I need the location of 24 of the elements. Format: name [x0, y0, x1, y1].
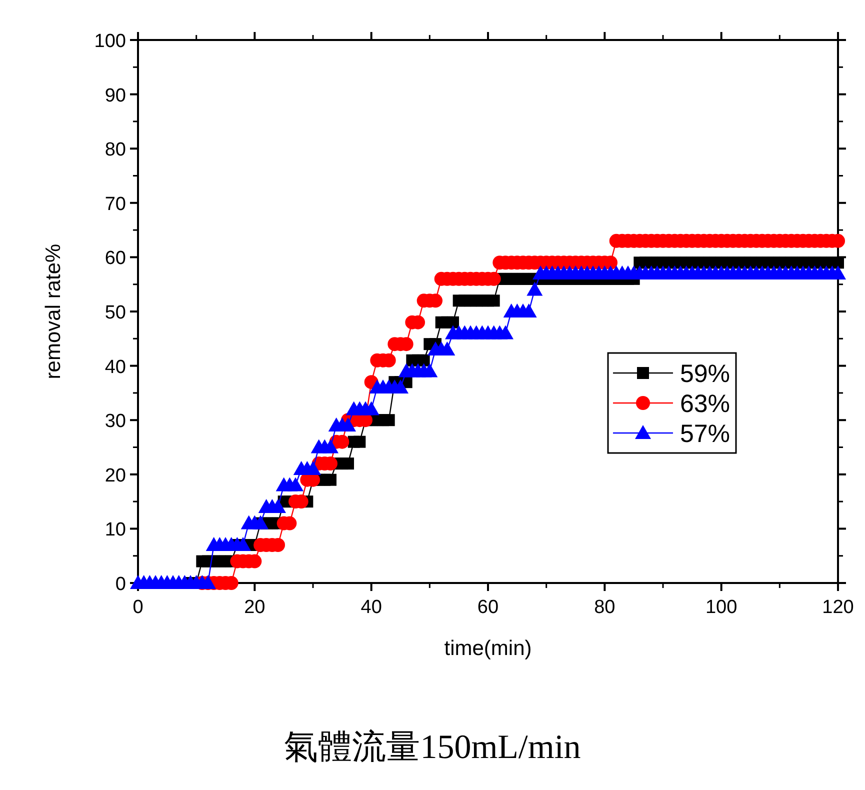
- text: 氣體流量150mL/min: [284, 729, 581, 766]
- legend-label: 63%: [680, 390, 730, 418]
- x-tick-label: 40: [360, 597, 382, 618]
- y-tick-label: 40: [104, 356, 126, 378]
- x-tick-label: 100: [705, 597, 738, 618]
- x-tick-label: 60: [477, 597, 499, 618]
- x-tick-label: 0: [132, 597, 144, 618]
- x-tick-label: 80: [594, 597, 616, 618]
- y-tick-label: 0: [115, 574, 126, 595]
- legend-label: 57%: [680, 420, 730, 448]
- x-axis-title: time(min): [444, 637, 532, 660]
- y-tick-label: 20: [104, 465, 126, 486]
- y-axis-title: removal rate%: [42, 244, 65, 380]
- y-tick-label: 100: [94, 31, 126, 52]
- y-tick-label: 70: [104, 194, 126, 215]
- x-tick-label: 120: [822, 597, 854, 618]
- y-tick-label: 50: [104, 302, 126, 324]
- x-tick-label: 20: [244, 597, 266, 618]
- y-tick-label: 80: [104, 140, 126, 161]
- y-tick-label: 60: [104, 248, 126, 270]
- y-tick-label: 10: [104, 520, 126, 541]
- y-tick-label: 90: [104, 85, 126, 106]
- legend-label: 59%: [680, 360, 730, 388]
- y-tick-label: 30: [104, 411, 126, 432]
